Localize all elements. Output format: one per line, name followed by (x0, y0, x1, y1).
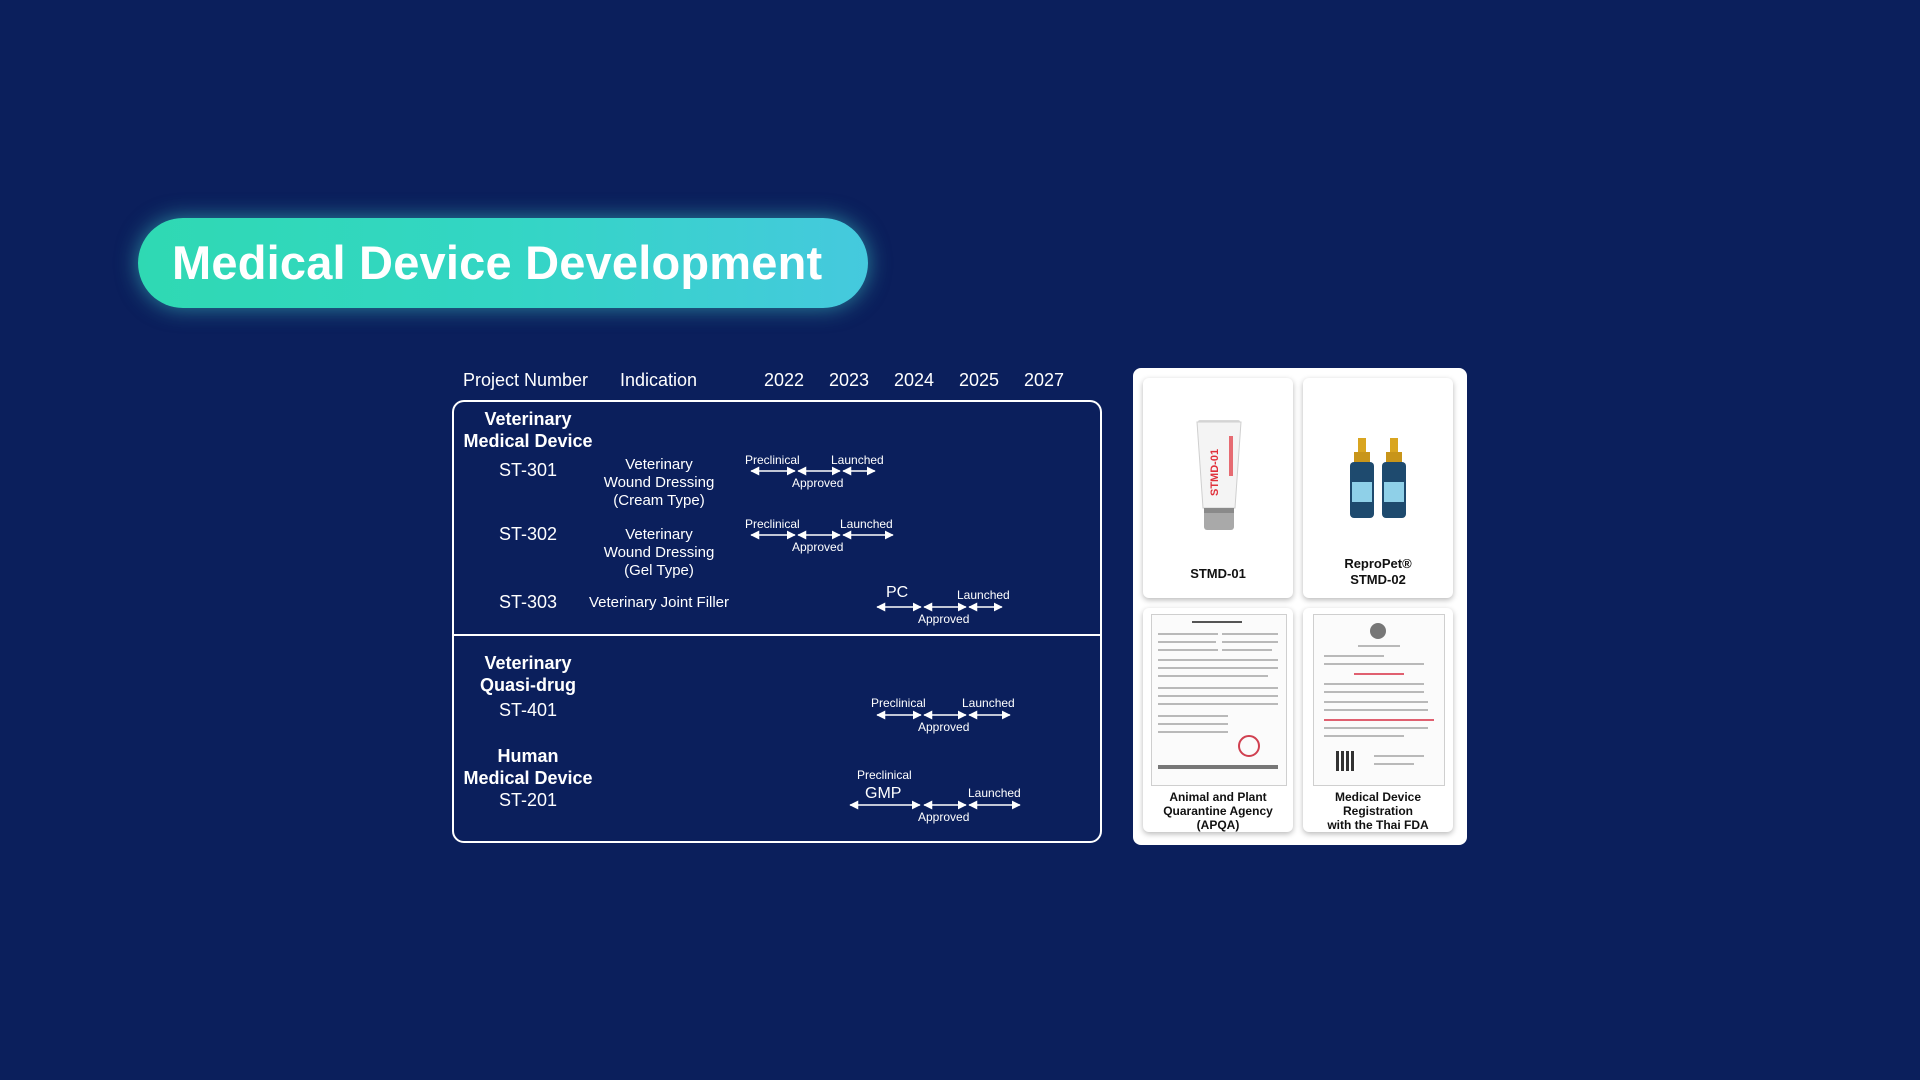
st302-launched-label: Launched (840, 517, 893, 531)
apqa-certificate-image (1151, 614, 1287, 786)
st302-preclinical-label: Preclinical (745, 517, 800, 531)
section-label-veterinary-device: Veterinary Medical Device (453, 408, 603, 452)
header-year-2027: 2027 (1024, 370, 1065, 390)
indication-st301: Veterinary Wound Dressing (Cream Type) (603, 456, 715, 509)
page-title: Medical Device Development (172, 236, 823, 289)
project-id-st201: ST-201 (498, 790, 558, 810)
header-project-number: Project Number (463, 370, 589, 390)
header-year-2025: 2025 (959, 370, 1000, 390)
document-label-thai-fda: Medical Device Registration with the Tha… (1327, 790, 1429, 832)
tube-image: STMD-01 (1196, 420, 1242, 530)
indication-st302: Veterinary Wound Dressing (Gel Type) (603, 526, 715, 579)
section-label-veterinary-quasi-drug-text: Veterinary Quasi-drug (479, 653, 576, 695)
section-label-veterinary-quasi-drug: Veterinary Quasi-drug (453, 652, 603, 696)
header-indication: Indication (620, 370, 698, 390)
document-card-thai-fda: Medical Device Registration with the Tha… (1303, 608, 1453, 832)
indication-st303: Veterinary Joint Filler (588, 594, 730, 611)
st401-preclinical-label: Preclinical (871, 696, 926, 710)
emblem-icon (1370, 623, 1386, 639)
st301-launched-label: Launched (831, 453, 884, 467)
product-card-stmd01: STMD-01 STMD-01 (1143, 378, 1293, 598)
section-label-human-device: Human Medical Device (453, 745, 603, 789)
project-id-st302: ST-302 (498, 524, 558, 544)
product-card-stmd02: ReproPet® STMD-02 (1303, 378, 1453, 598)
project-id-st301: ST-301 (498, 460, 558, 480)
thai-fda-certificate-image (1313, 614, 1445, 786)
table-section-veterinary-device (452, 400, 1102, 636)
qr-code-icon (1336, 751, 1356, 771)
header-year-2022: 2022 (764, 370, 805, 390)
product-label-stmd01: STMD-01 (1190, 566, 1246, 581)
st201-gmp-label: GMP (865, 785, 902, 802)
header-year-2023: 2023 (829, 370, 870, 390)
st303-pc-label: PC (886, 584, 909, 601)
document-card-apqa: Animal and Plant Quarantine Agency (APQA… (1143, 608, 1293, 832)
product-label-stmd02: ReproPet® STMD-02 (1344, 556, 1412, 587)
st301-preclinical-label: Preclinical (745, 453, 800, 467)
document-label-apqa: Animal and Plant Quarantine Agency (APQA… (1163, 790, 1273, 832)
st301-approved-label: Approved (792, 476, 844, 490)
st303-launched-label: Launched (957, 588, 1010, 602)
st302-approved-label: Approved (792, 540, 844, 554)
header-year-2024: 2024 (894, 370, 935, 390)
table-section-quasi-human (452, 634, 1102, 843)
bottles-image (1350, 438, 1406, 518)
st401-launched-label: Launched (962, 696, 1015, 710)
st201-approved-label: Approved (918, 810, 970, 824)
project-id-st303: ST-303 (498, 592, 558, 612)
st401-approved-label: Approved (918, 720, 970, 734)
st303-approved-label: Approved (918, 612, 970, 626)
title-pill: Medical Device Development (138, 218, 868, 308)
seal-icon (1238, 735, 1260, 757)
st201-launched-label: Launched (968, 786, 1021, 800)
product-panel: STMD-01 STMD-01 ReproPet® STMD-02 (1133, 368, 1467, 845)
section-label-veterinary-device-text: Veterinary Medical Device (463, 409, 593, 451)
st201-preclinical-label: Preclinical (857, 768, 912, 782)
project-id-st401: ST-401 (498, 700, 558, 720)
section-label-human-device-text: Human Medical Device (463, 746, 593, 788)
tube-label: STMD-01 (1209, 449, 1221, 496)
